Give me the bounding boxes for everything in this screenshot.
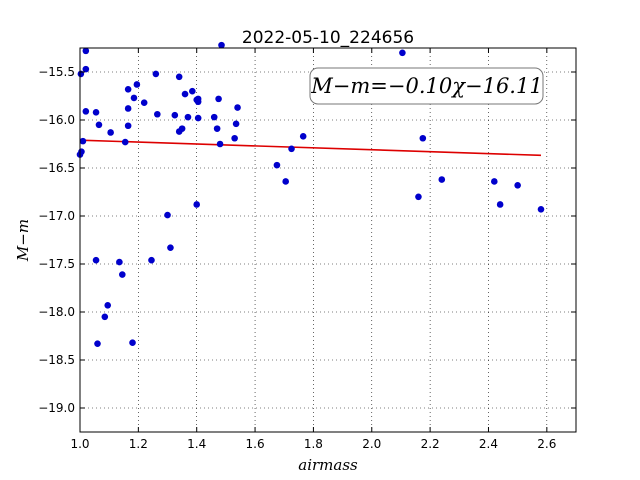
data-point — [95, 121, 103, 129]
y-tick-label: −19.0 — [38, 401, 75, 415]
data-point — [181, 90, 189, 98]
y-tick-labels: −15.5 −16.0 −16.5 −17.0 −17.5 −18.0 −18.5 −19.0 — [38, 65, 75, 415]
data-point — [124, 122, 132, 130]
y-tick-label: −16.5 — [38, 161, 75, 175]
data-point — [124, 85, 132, 93]
x-tick-label: 2.6 — [537, 437, 556, 451]
data-point — [124, 105, 132, 112]
x-tick-label: 2.0 — [362, 437, 381, 451]
data-point — [130, 94, 138, 102]
y-tick-label: −18.0 — [38, 305, 75, 319]
grid — [80, 48, 576, 432]
fit-line — [79, 139, 542, 157]
annotation-box — [309, 67, 544, 105]
data-point — [193, 201, 201, 208]
chart-title: 2022-05-10_224656 — [242, 28, 414, 48]
y-axis-label: M−m — [14, 219, 32, 262]
data-point — [399, 49, 406, 57]
fit-annotation: M−m=−0.10χ−16.11 — [309, 67, 544, 105]
data-point — [438, 176, 446, 183]
data-point — [167, 244, 174, 251]
plot-frame — [79, 47, 577, 433]
data-point — [116, 258, 123, 266]
data-point — [92, 109, 100, 116]
data-point — [129, 339, 136, 347]
data-point — [210, 113, 218, 121]
x-tick-label: 1.4 — [187, 437, 206, 451]
data-point — [79, 137, 87, 145]
data-point — [184, 113, 192, 121]
data-point — [92, 256, 100, 264]
data-point — [215, 95, 222, 103]
fit-layer — [79, 139, 542, 157]
data-point — [273, 161, 281, 169]
data-point — [234, 104, 241, 111]
data-point — [133, 81, 141, 88]
data-point — [82, 47, 90, 55]
y-tick-label: −18.5 — [38, 353, 75, 367]
data-point — [140, 99, 148, 107]
data-point — [154, 110, 161, 118]
y-tick-label: −16.0 — [38, 113, 75, 127]
x-tick-label: 1.8 — [304, 437, 323, 451]
ticks — [79, 48, 576, 432]
data-point — [491, 178, 498, 185]
data-point — [299, 133, 307, 140]
plot-background — [80, 48, 576, 432]
y-tick-label: −17.5 — [38, 257, 75, 271]
data-point — [175, 73, 183, 81]
data-point — [101, 313, 109, 321]
data-point — [148, 256, 155, 264]
x-tick-label: 2.4 — [479, 437, 498, 451]
data-point — [415, 193, 422, 201]
data-point — [121, 138, 129, 146]
data-point — [537, 205, 545, 213]
data-point — [288, 145, 295, 153]
x-tick-label: 1.0 — [70, 437, 89, 451]
data-point — [94, 340, 101, 347]
data-point — [82, 108, 90, 115]
data-point — [216, 140, 224, 148]
data-point — [164, 211, 171, 219]
data-point — [104, 301, 112, 309]
data-point — [119, 271, 126, 278]
data-point — [171, 111, 179, 119]
data-point — [514, 181, 521, 189]
data-point — [213, 125, 221, 132]
x-axis-label: airmass — [298, 456, 358, 474]
data-point — [107, 129, 114, 136]
x-tick-label: 1.2 — [129, 437, 148, 451]
data-point — [282, 178, 289, 185]
data-point — [496, 201, 504, 208]
x-tick-label: 1.6 — [246, 437, 265, 451]
y-tick-label: −17.0 — [38, 209, 75, 223]
x-tick-label: 2.2 — [421, 437, 440, 451]
data-point — [232, 120, 240, 128]
data-point — [152, 70, 160, 78]
data-point — [419, 134, 427, 142]
data-point — [218, 41, 225, 49]
data-point — [194, 95, 202, 103]
data-point — [189, 87, 196, 95]
data-point — [231, 134, 238, 142]
annotation-text: M−m=−0.10χ−16.11 — [310, 74, 542, 98]
data-point — [194, 114, 202, 122]
y-tick-label: −15.5 — [38, 65, 75, 79]
x-tick-labels: 1.0 1.2 1.4 1.6 1.8 2.0 2.2 2.4 2.6 — [70, 437, 556, 451]
data-point — [82, 65, 90, 73]
data-point — [178, 125, 186, 132]
